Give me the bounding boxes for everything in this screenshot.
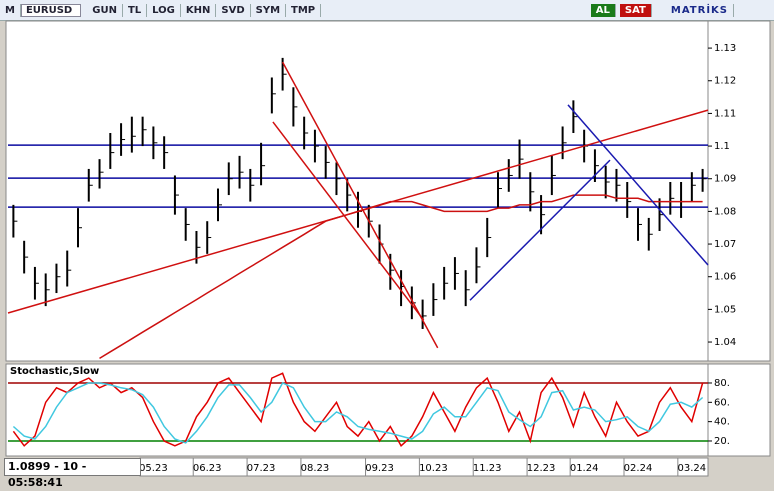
x-tick-label: 05.23 bbox=[139, 463, 168, 474]
toolbar-button[interactable]: SVD bbox=[216, 3, 251, 17]
buy-button[interactable]: AL bbox=[590, 3, 616, 17]
series-line bbox=[12, 382, 704, 444]
toolbar-button[interactable]: TMP bbox=[286, 3, 322, 17]
toolbar-button[interactable]: TL bbox=[123, 3, 148, 17]
y-tick-label: 1.05 bbox=[714, 304, 736, 315]
y-tick-label: 40. bbox=[714, 417, 730, 428]
y-tick-label: 80. bbox=[714, 378, 730, 389]
y-tick-label: 1.11 bbox=[714, 108, 736, 119]
y-tick-label: 1.12 bbox=[714, 76, 736, 87]
x-tick-label: 08.23 bbox=[301, 463, 330, 474]
trendline bbox=[272, 121, 425, 321]
trendline bbox=[469, 159, 611, 301]
x-tick-label: 07.23 bbox=[247, 463, 276, 474]
x-tick-label: 11.23 bbox=[473, 463, 502, 474]
x-tick-label: 12.23 bbox=[527, 463, 556, 474]
trendline bbox=[281, 61, 439, 349]
symbol-box[interactable]: EURUSD bbox=[20, 3, 82, 17]
toolbar-button[interactable]: LOG bbox=[147, 3, 181, 17]
y-tick-label: 1.13 bbox=[714, 43, 736, 54]
brand: MATRİKS bbox=[666, 3, 734, 17]
price-panel bbox=[5, 20, 709, 362]
logo[interactable]: M bbox=[0, 3, 21, 17]
price-axis-panel bbox=[707, 20, 771, 362]
y-tick-label: 20. bbox=[714, 436, 730, 447]
toolbar-button[interactable]: GUN bbox=[87, 3, 123, 17]
series-line bbox=[99, 194, 703, 360]
x-tick-label: 03.24 bbox=[678, 463, 707, 474]
y-tick-label: 1.06 bbox=[714, 272, 736, 283]
y-tick-label: 1.04 bbox=[714, 337, 736, 348]
status-box: 1.0899 - 10 - 05:58:41 bbox=[4, 458, 141, 489]
stoch-axis-panel bbox=[707, 363, 771, 457]
sell-button[interactable]: SAT bbox=[619, 3, 652, 17]
x-tick-label: 02.24 bbox=[624, 463, 653, 474]
x-tick-label: 10.23 bbox=[419, 463, 448, 474]
toolbar: M EURUSD GUN TL LOG KHN SVD SYM TMP AL SAT MAT… bbox=[0, 0, 774, 21]
y-tick-label: 60. bbox=[714, 397, 730, 408]
x-tick-label: 06.23 bbox=[193, 463, 222, 474]
y-tick-label: 1.09 bbox=[714, 174, 736, 185]
x-tick-label: 09.23 bbox=[365, 463, 394, 474]
trendline bbox=[7, 109, 709, 314]
button-group: GUN TL LOG KHN SVD SYM TMP bbox=[87, 3, 322, 17]
y-tick-label: 1.08 bbox=[714, 206, 736, 217]
toolbar-button[interactable]: SYM bbox=[251, 3, 287, 17]
x-tick-label: 01.24 bbox=[570, 463, 599, 474]
stoch-title: Stochastic,Slow bbox=[10, 366, 99, 377]
stoch-panel bbox=[5, 363, 709, 457]
toolbar-button[interactable]: KHN bbox=[181, 3, 217, 17]
y-tick-label: 1.07 bbox=[714, 239, 736, 250]
y-tick-label: 1.1 bbox=[714, 141, 730, 152]
trendline bbox=[567, 104, 709, 266]
